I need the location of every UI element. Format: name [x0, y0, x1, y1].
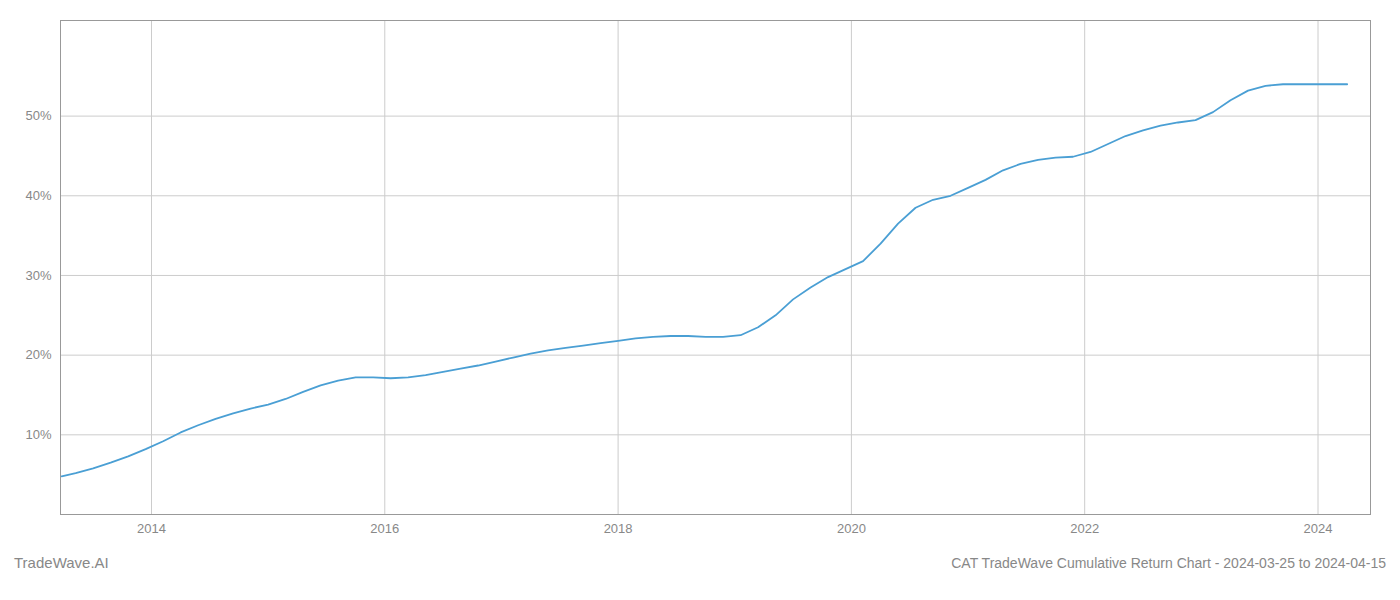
svg-text:2024: 2024 [1304, 521, 1333, 536]
html-text:TradeWave.AI: TradeWave.AI [14, 554, 109, 571]
svg-text:2018: 2018 [604, 521, 633, 536]
svg-text:2020: 2020 [837, 521, 866, 536]
svg-text:2014: 2014 [137, 521, 166, 536]
svg-text:50%: 50% [25, 108, 51, 123]
svg-text:2016: 2016 [370, 521, 399, 536]
html-text:CAT TradeWave Cumulative Retur: CAT TradeWave Cumulative Return Chart - … [951, 555, 1386, 571]
svg-text:20%: 20% [25, 347, 51, 362]
svg-text:10%: 10% [25, 427, 51, 442]
svg-text:30%: 30% [25, 268, 51, 283]
svg-text:2022: 2022 [1070, 521, 1099, 536]
svg-text:40%: 40% [25, 188, 51, 203]
